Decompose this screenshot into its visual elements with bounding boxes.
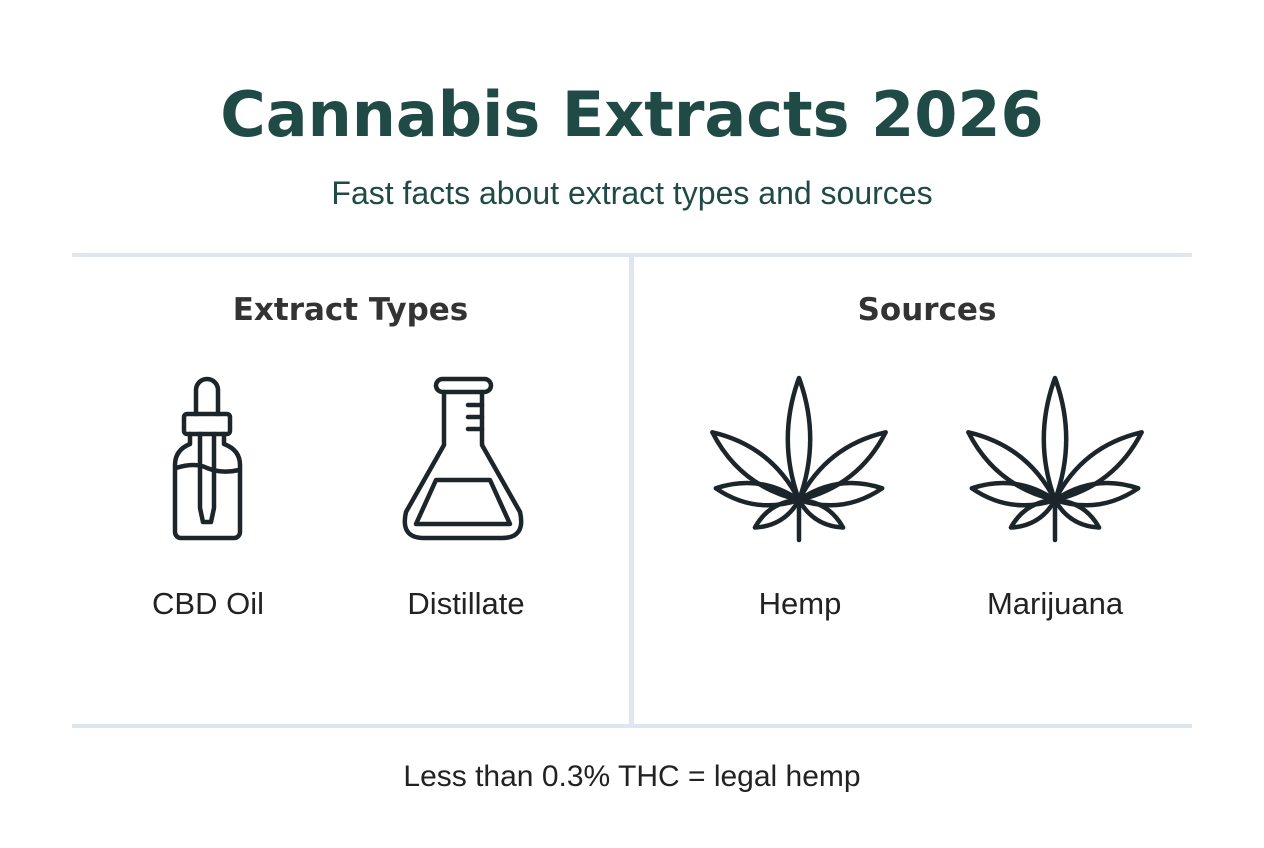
page-subtitle: Fast facts about extract types and sourc… (331, 175, 933, 211)
footer-note: Less than 0.3% THC = legal hemp (403, 760, 861, 793)
leaflet (785, 375, 813, 503)
item-label-marijuana: Marijuana (986, 586, 1124, 621)
leaflet (1052, 497, 1102, 530)
section-heading-sources: Sources (857, 292, 997, 328)
leaflet (752, 497, 802, 530)
leaflet (796, 430, 888, 503)
item-label-hemp: Hemp (758, 586, 842, 621)
leaflet (1041, 375, 1069, 503)
bottom-divider (72, 724, 1192, 728)
leaflet (796, 480, 885, 508)
leaflet (796, 497, 846, 530)
leaflet (1052, 430, 1144, 503)
leaflet (1052, 480, 1141, 508)
leaflet (1008, 497, 1058, 530)
item-label-cbd-oil: CBD Oil (152, 586, 264, 621)
page-title: Cannabis Extracts 2026 (220, 78, 1044, 151)
leaflet (713, 480, 802, 508)
section-heading-extract-types: Extract Types (232, 292, 469, 328)
center-divider (629, 255, 634, 727)
item-label-distillate: Distillate (407, 586, 525, 621)
leaflet (969, 480, 1058, 508)
leaflet (966, 430, 1058, 503)
leaflet (710, 430, 802, 503)
